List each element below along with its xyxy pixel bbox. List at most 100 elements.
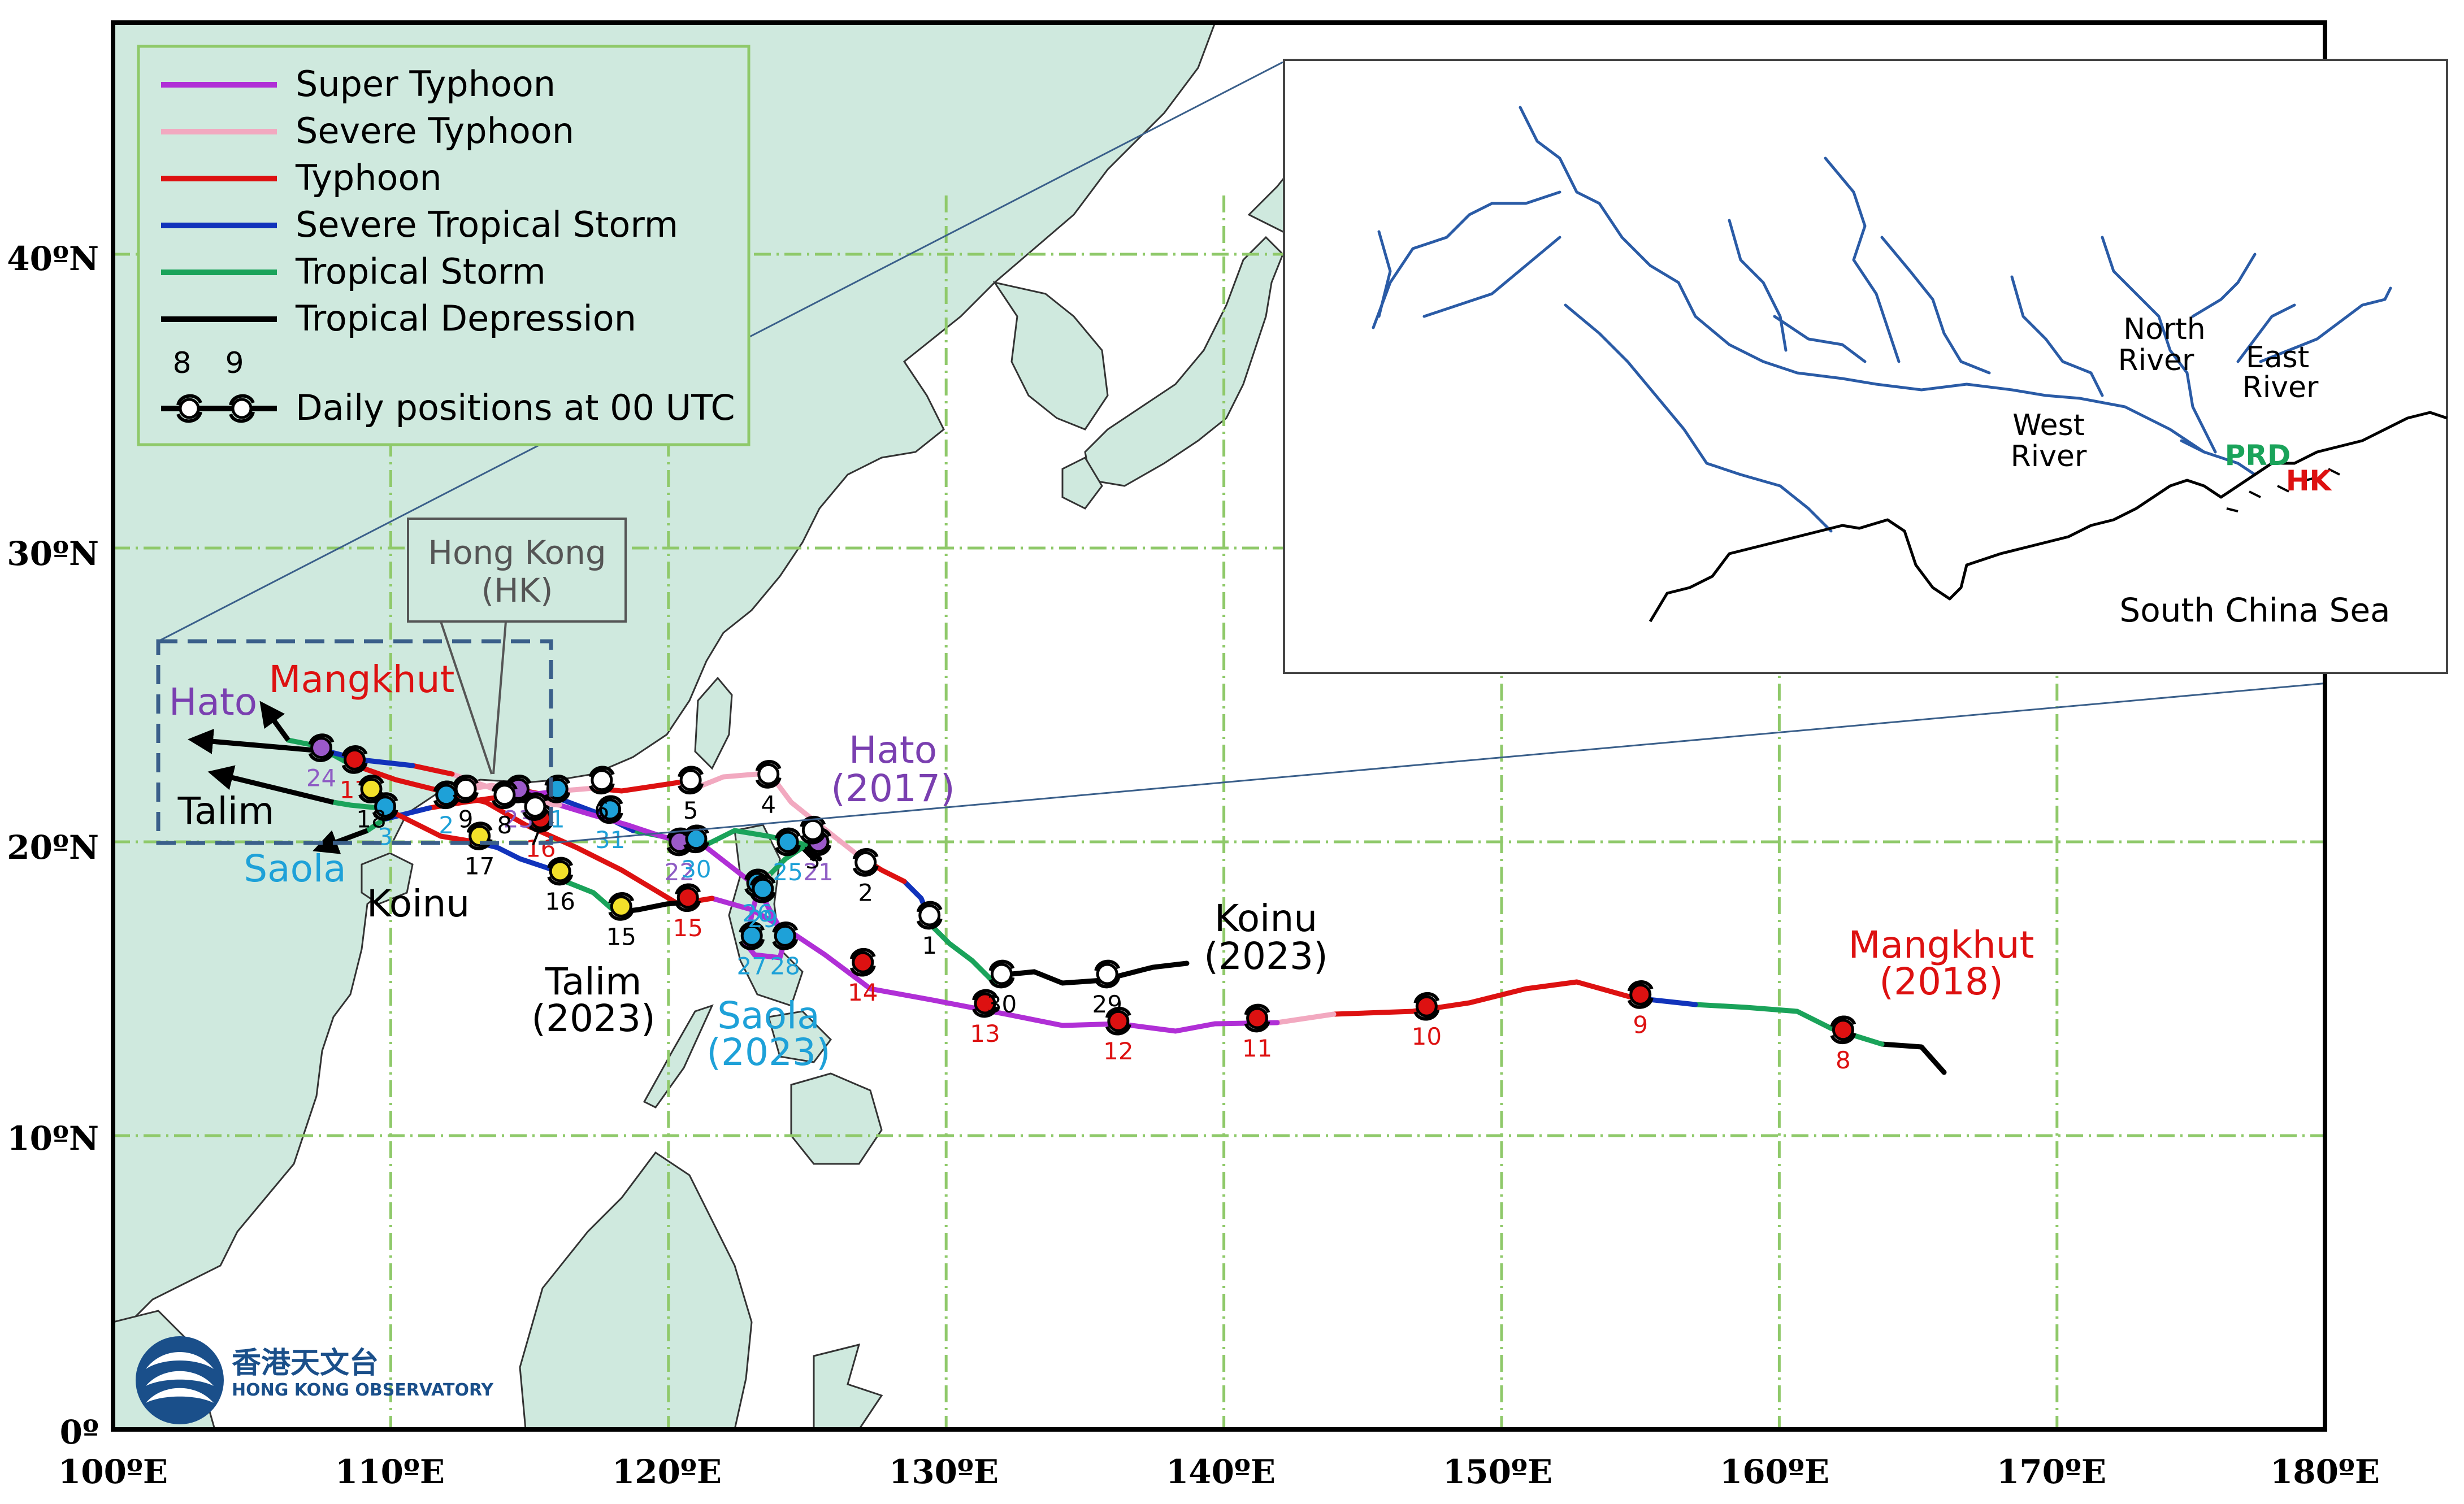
legend-label-tropical-storm: Tropical Storm — [295, 251, 546, 292]
koinu-year-label: (2023) — [1204, 934, 1328, 978]
hato-day-24-label: 24 — [306, 764, 336, 792]
mangkhut-name-label: Mangkhut — [1849, 923, 2034, 967]
hk-callout-pointer-right — [492, 621, 507, 775]
koinu-day-29-marker — [1096, 962, 1118, 987]
hato-year-label: (2017) — [831, 767, 955, 810]
koinu-day-7-label: 7 — [528, 823, 543, 851]
saola-day-3-marker — [374, 794, 397, 819]
borneo-island — [519, 1151, 753, 1429]
inset-label-north-river-line1: North — [2123, 312, 2205, 346]
koinu-day-7-marker — [524, 794, 546, 819]
philippines-visayas — [767, 1010, 832, 1063]
talim-day-18-label: 18 — [356, 805, 386, 833]
mangkhut-day-8-marker — [1832, 1017, 1854, 1042]
saola-day-29-label: 29 — [748, 905, 778, 933]
mangkhut-day-11-label: 11 — [1242, 1034, 1272, 1062]
saola-year-label: (2023) — [706, 1031, 830, 1074]
mangkhut-day-15-marker — [676, 885, 699, 910]
mangkhut-day-10-marker — [1415, 994, 1438, 1019]
hk-callout: Hong Kong (HK) — [407, 518, 627, 775]
hato-short-label: Hato — [169, 680, 257, 724]
koinu-day-29-label: 29 — [1092, 990, 1122, 1018]
koinu-day-1-marker — [918, 903, 941, 928]
hato-day-21-label: 21 — [803, 858, 833, 886]
saola-day-29-marker — [752, 876, 774, 902]
inset-label-west-river-line2: River — [2011, 440, 2087, 473]
x-tick-100: 100ºE — [58, 1453, 168, 1491]
hk-region-box — [156, 639, 553, 845]
koinu-day-3-label: 3 — [805, 846, 821, 874]
japan-kyushu — [1061, 457, 1103, 510]
talim-year-label: (2023) — [531, 997, 655, 1040]
inset-label-south-china-sea: South China Sea — [2119, 591, 2390, 629]
legend-label-super-typhoon: Super Typhoon — [296, 63, 556, 105]
legend-example-day-8: 8 — [172, 346, 191, 380]
legend-example-cyclone-icon — [178, 396, 201, 421]
koinu-short-label: Koinu — [367, 882, 470, 925]
inset-islands — [2226, 468, 2340, 512]
koinu-day-5-marker — [679, 767, 702, 793]
hato-day-24-marker — [310, 735, 333, 760]
saola-day-25-label: 25 — [773, 858, 802, 886]
inset-label-prd: PRD — [2225, 439, 2291, 472]
mangkhut-day-15-label: 15 — [673, 914, 702, 942]
mangkhut-day-10-label: 10 — [1412, 1023, 1442, 1050]
mangkhut-day-9-marker — [1629, 982, 1652, 1007]
y-tick-0: 0º — [60, 1413, 99, 1451]
mangkhut-year-label: (2018) — [1879, 960, 2003, 1003]
koinu-day-4-marker — [757, 762, 780, 787]
saola-day-2-label: 2 — [439, 811, 454, 839]
saola-day-30-label: 30 — [681, 855, 711, 883]
legend: Super Typhoon Severe Typhoon Typhoon Sev… — [137, 45, 751, 446]
talim-day-16-marker — [549, 859, 571, 884]
mangkhut-day-13-marker — [974, 991, 996, 1016]
talim-short-label: Talim — [177, 789, 275, 833]
legend-example-day-9: 9 — [225, 346, 244, 380]
mangkhut-day-8-label: 8 — [1836, 1046, 1851, 1074]
korea-peninsula — [992, 281, 1109, 431]
hko-logo-english: HONG KONG OBSERVATORY — [232, 1380, 494, 1400]
japan-honshu — [1084, 236, 1284, 487]
koinu-day-9-marker — [454, 776, 477, 802]
saola-day-25-marker — [776, 829, 799, 855]
mangkhut-day-14-marker — [852, 950, 874, 975]
mangkhut-day-9-label: 9 — [1633, 1011, 1648, 1038]
inset-connector-bottom — [550, 682, 2325, 844]
x-tick-110: 110ºE — [335, 1453, 445, 1491]
talim-day-16-label: 16 — [545, 888, 575, 915]
sulawesi-island — [813, 1343, 883, 1429]
mangkhut-day-12-marker — [1107, 1009, 1130, 1034]
talim-day-15-label: 15 — [606, 923, 636, 950]
legend-label-severe-tropical-storm: Severe Tropical Storm — [296, 204, 678, 245]
inset-label-west-river-line1: West — [2012, 408, 2085, 442]
saola-day-28-label: 28 — [770, 952, 800, 980]
legend-label-severe-typhoon: Severe Typhoon — [296, 110, 574, 151]
mangkhut-day-14-label: 14 — [848, 979, 878, 1006]
saola-day-31-marker — [599, 797, 622, 822]
legend-label-daily-positions: Daily positions at 00 UTC — [296, 387, 735, 428]
hato-name-label: Hato — [849, 728, 937, 772]
mangkhut-short-label: Mangkhut — [269, 658, 455, 701]
hko-logo: 香港天文台 HONG KONG OBSERVATORY — [136, 1336, 494, 1424]
storm-labels: Mangkhut (2018) Mangkhut Hato (2017) Hat… — [169, 658, 2034, 1074]
mangkhut-track — [1879, 1041, 1947, 1075]
koinu-day-2-label: 2 — [858, 879, 873, 906]
x-axis-ticks: 100ºE 110ºE 120ºE 130ºE 140ºE 150ºE 160º… — [58, 1453, 2380, 1491]
x-tick-160: 160ºE — [1720, 1453, 1829, 1491]
koinu-day-8-marker — [493, 782, 516, 807]
x-tick-140: 140ºE — [1166, 1453, 1276, 1491]
y-tick-10: 10ºN — [7, 1119, 99, 1158]
hk-callout-line2: (HK) — [481, 571, 553, 610]
hko-logo-emblem — [136, 1336, 224, 1424]
koinu-day-5-label: 5 — [683, 797, 699, 824]
inset-frame — [1283, 59, 2448, 674]
koinu-day-4-label: 4 — [761, 790, 776, 818]
talim-day-18-marker — [360, 776, 383, 802]
koinu-day-1-label: 1 — [922, 932, 937, 959]
y-tick-40: 40ºN — [7, 240, 99, 278]
x-tick-120: 120ºE — [612, 1453, 722, 1491]
inset-label-hk: HK — [2286, 464, 2333, 497]
hk-callout-line1: Hong Kong — [428, 533, 606, 572]
